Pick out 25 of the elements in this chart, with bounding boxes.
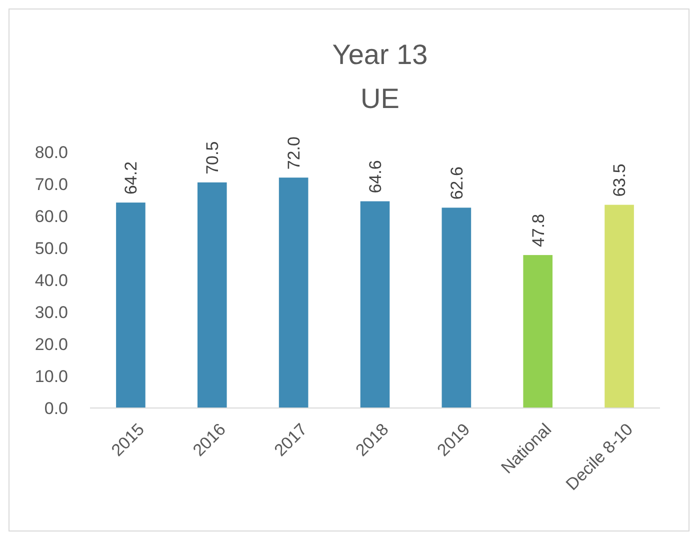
chart-subtitle: UE bbox=[360, 83, 400, 114]
bar bbox=[442, 208, 472, 408]
y-tick-label: 0.0 bbox=[44, 398, 68, 418]
data-label: 64.2 bbox=[122, 161, 141, 195]
data-label: 70.5 bbox=[203, 141, 222, 174]
data-label: 72.0 bbox=[284, 136, 304, 170]
y-tick-label: 10.0 bbox=[34, 366, 68, 386]
y-tick-label: 20.0 bbox=[34, 334, 68, 354]
data-label: 64.6 bbox=[366, 160, 385, 194]
bar bbox=[360, 201, 390, 408]
bar bbox=[604, 204, 634, 408]
y-tick-label: 80.0 bbox=[34, 142, 68, 162]
bar bbox=[197, 182, 227, 408]
data-label: 47.8 bbox=[528, 214, 548, 248]
y-tick-label: 70.0 bbox=[34, 174, 68, 194]
y-tick-label: 30.0 bbox=[34, 302, 68, 322]
y-tick-label: 40.0 bbox=[34, 270, 68, 290]
y-tick-label: 60.0 bbox=[34, 206, 68, 226]
bar bbox=[523, 255, 553, 408]
bar bbox=[278, 178, 308, 408]
chart-title: Year 13 bbox=[332, 39, 428, 70]
data-label: 62.6 bbox=[447, 166, 466, 200]
data-label: 63.5 bbox=[610, 164, 630, 197]
bar bbox=[116, 202, 146, 408]
y-tick-label: 50.0 bbox=[34, 238, 68, 258]
